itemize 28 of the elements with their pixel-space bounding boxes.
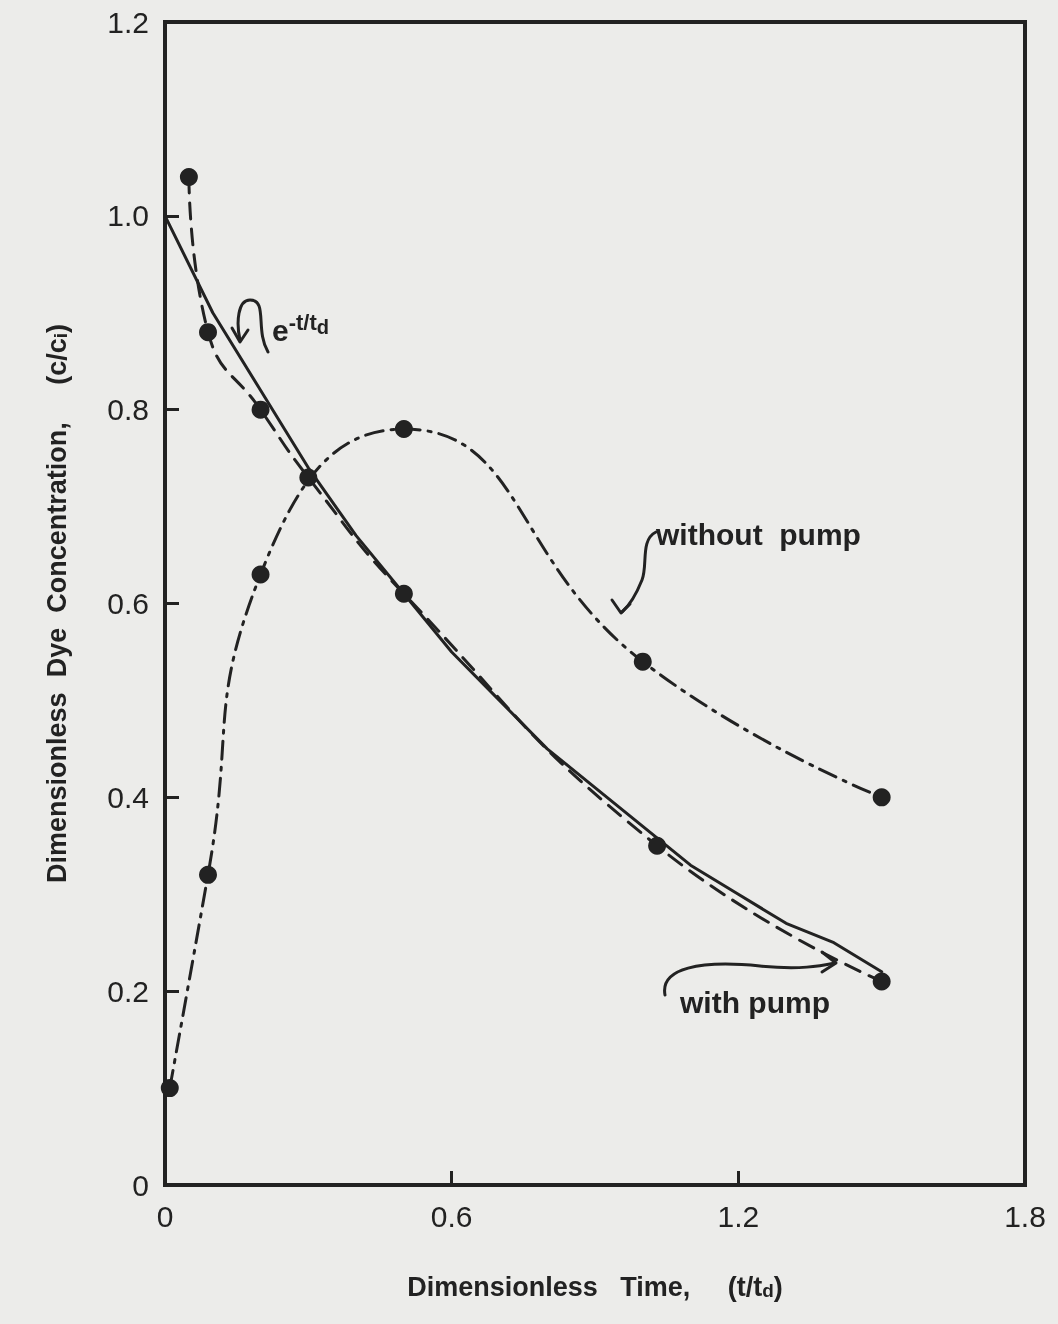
annotation: without pump <box>656 518 861 551</box>
point <box>872 972 891 991</box>
annotation: with pump <box>680 986 830 1019</box>
point <box>251 565 270 584</box>
y-tick-label: 0.4 <box>107 780 149 814</box>
x-axis-title: Dimensionless Time, (t/td) <box>407 1271 783 1302</box>
point <box>633 652 652 671</box>
x-tick-label: 0 <box>156 1199 174 1233</box>
y-tick-label: 0.8 <box>107 393 149 427</box>
point <box>179 168 198 187</box>
point <box>160 1079 179 1098</box>
y-tick-label: 0.2 <box>107 974 149 1008</box>
y-tick-label: 1.0 <box>107 199 149 233</box>
point <box>872 788 891 807</box>
y-tick-label: 0.6 <box>107 587 149 620</box>
point <box>394 420 413 439</box>
point <box>251 400 270 419</box>
point <box>394 584 413 603</box>
y-tick-label: 1.2 <box>107 5 149 39</box>
y-axis-title: Dimensionless Dye Concentration, (c/ci) <box>41 324 72 883</box>
x-tick-label: 1.2 <box>717 1199 760 1233</box>
point <box>199 865 217 884</box>
point <box>299 468 318 487</box>
point <box>199 323 217 342</box>
x-tick-label: 1.8 <box>1004 1199 1046 1233</box>
x-tick-label: 0.6 <box>430 1199 473 1233</box>
y-tick-label: 0 <box>132 1168 149 1202</box>
point <box>648 836 667 855</box>
